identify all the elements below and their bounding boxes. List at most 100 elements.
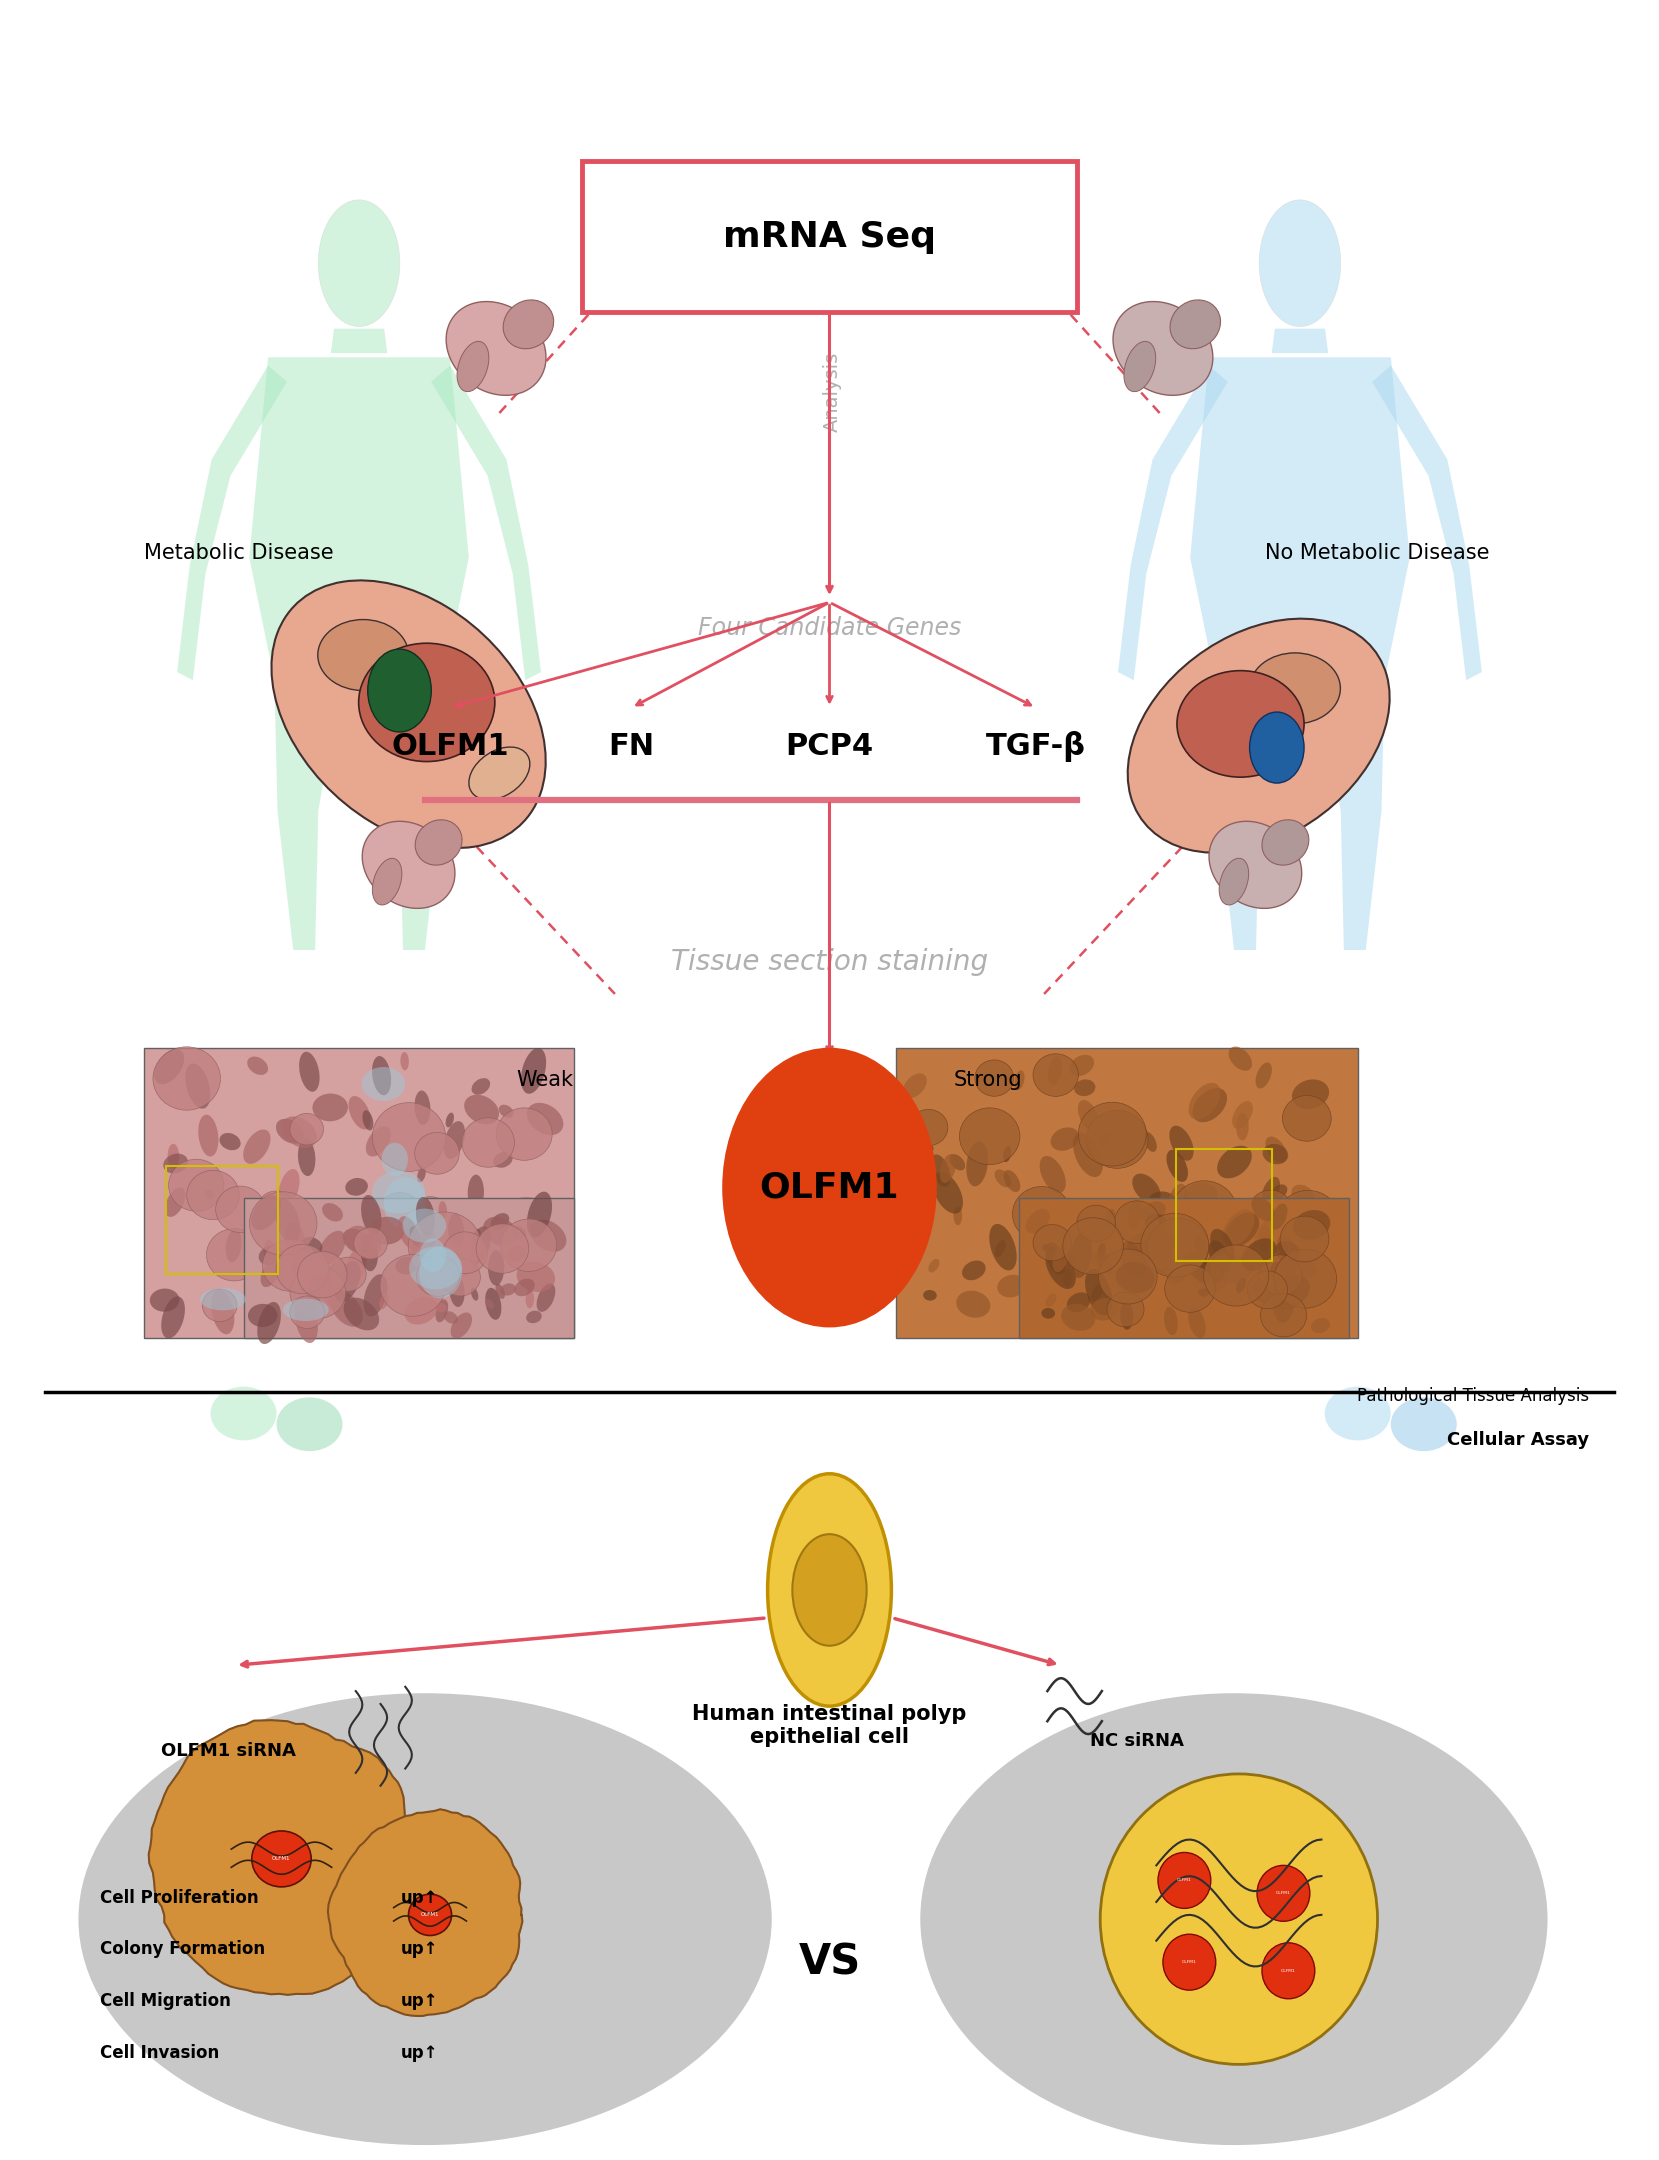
Ellipse shape — [1218, 1145, 1253, 1179]
Ellipse shape — [1191, 1277, 1206, 1290]
Ellipse shape — [285, 1223, 305, 1264]
Ellipse shape — [469, 747, 529, 799]
Ellipse shape — [1073, 1132, 1103, 1177]
Text: Analysis: Analysis — [823, 352, 843, 432]
Ellipse shape — [1276, 1253, 1294, 1281]
Ellipse shape — [1272, 1272, 1296, 1322]
Polygon shape — [1319, 680, 1385, 950]
Ellipse shape — [468, 1175, 484, 1210]
Ellipse shape — [1281, 1259, 1299, 1274]
Ellipse shape — [202, 1290, 237, 1322]
Ellipse shape — [1219, 858, 1249, 905]
Ellipse shape — [1209, 1253, 1231, 1294]
Ellipse shape — [1165, 1307, 1178, 1335]
Ellipse shape — [1249, 1190, 1292, 1231]
Ellipse shape — [416, 1166, 426, 1182]
Ellipse shape — [362, 1067, 405, 1102]
Ellipse shape — [493, 1151, 513, 1169]
Ellipse shape — [1259, 1255, 1302, 1296]
Ellipse shape — [408, 1212, 481, 1281]
Ellipse shape — [1224, 1212, 1259, 1246]
Text: up↑: up↑ — [400, 1992, 438, 2011]
Ellipse shape — [1259, 201, 1340, 326]
Ellipse shape — [1163, 1238, 1176, 1253]
Text: OLFM1: OLFM1 — [272, 1855, 290, 1862]
Ellipse shape — [516, 1261, 556, 1292]
Ellipse shape — [503, 1227, 524, 1246]
FancyBboxPatch shape — [1019, 1199, 1349, 1339]
Ellipse shape — [1020, 1281, 1057, 1315]
Ellipse shape — [1274, 1248, 1337, 1309]
Ellipse shape — [295, 1298, 319, 1344]
Ellipse shape — [1262, 1177, 1281, 1203]
Ellipse shape — [282, 1117, 317, 1147]
Ellipse shape — [465, 1095, 499, 1125]
Ellipse shape — [1203, 1244, 1269, 1307]
Ellipse shape — [1241, 1238, 1276, 1270]
Ellipse shape — [380, 1255, 446, 1315]
Ellipse shape — [257, 1190, 294, 1225]
Ellipse shape — [330, 1257, 367, 1292]
Ellipse shape — [1171, 1182, 1238, 1242]
Ellipse shape — [959, 1108, 1020, 1164]
Polygon shape — [431, 365, 529, 575]
Circle shape — [722, 1048, 937, 1328]
Ellipse shape — [1251, 1197, 1274, 1220]
Ellipse shape — [994, 1169, 1012, 1188]
Ellipse shape — [1133, 1173, 1161, 1203]
Ellipse shape — [469, 1227, 491, 1264]
Ellipse shape — [1236, 1112, 1249, 1140]
Ellipse shape — [363, 1274, 388, 1315]
Ellipse shape — [187, 1171, 239, 1220]
Ellipse shape — [949, 1153, 966, 1171]
Ellipse shape — [1209, 1229, 1234, 1264]
Text: Four Candidate Genes: Four Candidate Genes — [698, 616, 961, 639]
Ellipse shape — [1163, 1933, 1216, 1989]
Ellipse shape — [247, 1056, 269, 1076]
Ellipse shape — [435, 1300, 448, 1322]
Ellipse shape — [290, 1112, 324, 1145]
Ellipse shape — [345, 1246, 367, 1285]
Ellipse shape — [451, 1253, 460, 1268]
Ellipse shape — [282, 1298, 328, 1322]
Text: Pathological Tissue Analysis: Pathological Tissue Analysis — [1357, 1387, 1589, 1404]
FancyBboxPatch shape — [144, 1048, 574, 1339]
Ellipse shape — [499, 1104, 514, 1119]
Ellipse shape — [1188, 1082, 1221, 1119]
Ellipse shape — [372, 1056, 392, 1095]
Ellipse shape — [297, 1251, 347, 1298]
Ellipse shape — [496, 1283, 504, 1298]
Ellipse shape — [438, 1201, 446, 1220]
Ellipse shape — [1012, 1186, 1072, 1242]
Ellipse shape — [380, 1294, 388, 1309]
Ellipse shape — [312, 1093, 348, 1121]
Ellipse shape — [360, 1233, 378, 1272]
Ellipse shape — [353, 1227, 387, 1259]
Ellipse shape — [1194, 1236, 1208, 1255]
Ellipse shape — [400, 1052, 408, 1071]
Ellipse shape — [78, 1693, 771, 2145]
Ellipse shape — [415, 821, 463, 866]
Ellipse shape — [277, 1398, 342, 1452]
Text: PCP4: PCP4 — [785, 732, 874, 760]
Ellipse shape — [410, 1231, 436, 1261]
Ellipse shape — [1183, 1182, 1218, 1210]
Ellipse shape — [511, 1225, 526, 1240]
Ellipse shape — [319, 1231, 345, 1266]
Ellipse shape — [1067, 1292, 1090, 1313]
Polygon shape — [189, 365, 287, 575]
Ellipse shape — [1037, 1285, 1050, 1315]
Ellipse shape — [1314, 1315, 1332, 1331]
Ellipse shape — [793, 1534, 866, 1646]
Ellipse shape — [1282, 1095, 1331, 1140]
Ellipse shape — [244, 1220, 265, 1259]
Ellipse shape — [1258, 1225, 1271, 1253]
Ellipse shape — [320, 1261, 348, 1296]
Ellipse shape — [405, 1296, 438, 1324]
Text: OLFM1: OLFM1 — [760, 1171, 899, 1205]
Ellipse shape — [249, 1192, 317, 1255]
Ellipse shape — [362, 821, 455, 909]
Ellipse shape — [939, 1153, 956, 1184]
Ellipse shape — [290, 1266, 345, 1318]
Ellipse shape — [529, 1220, 566, 1253]
